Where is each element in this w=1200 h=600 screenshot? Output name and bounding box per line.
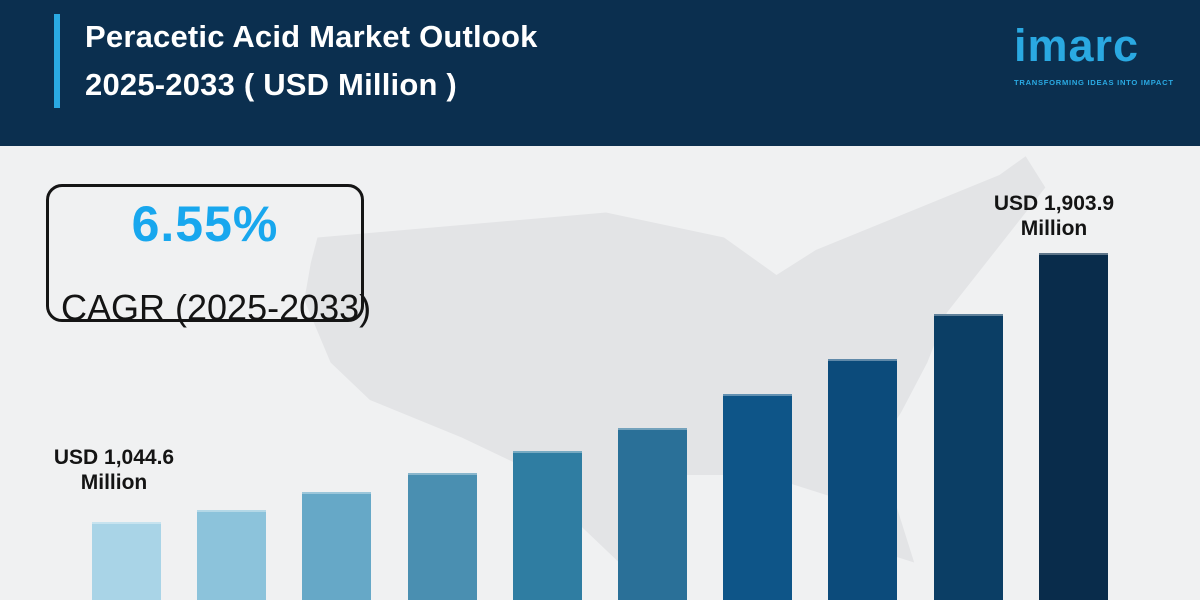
- bar-2029: [618, 428, 687, 600]
- cagr-callout-box: 6.55% CAGR (2025-2033): [46, 184, 371, 328]
- page-title-line2: 2025-2033 ( USD Million ): [85, 67, 457, 102]
- bar-2030: [723, 394, 793, 600]
- first-bar-value-line1: USD 1,044.6: [53, 446, 175, 469]
- bar-chart: [0, 146, 1200, 600]
- bar-2025: [197, 510, 267, 600]
- bar-2027: [407, 473, 477, 600]
- bar-2028: [512, 451, 582, 600]
- cagr-value: 6.55%: [131, 196, 279, 252]
- first-bar-value-line2: Million: [80, 471, 148, 494]
- bar-2031: [828, 359, 898, 600]
- title-accent-bar: [54, 14, 60, 108]
- bar-2026: [302, 492, 372, 600]
- cagr-label: CAGR (2025-2033): [61, 287, 372, 328]
- imarc-logo-text: imarc: [1014, 20, 1140, 71]
- imarc-logo: imarc TRANSFORMING IDEAS INTO IMPACT: [1014, 16, 1174, 87]
- bar-2033: [1038, 253, 1108, 600]
- last-bar-value-line1: USD 1,903.9: [993, 192, 1115, 215]
- page-title: Peracetic Acid Market Outlook 2025-2033 …: [85, 13, 538, 109]
- bar-2032: [933, 314, 1003, 600]
- first-bar-value-label: USD 1,044.6 Million: [28, 445, 200, 495]
- bar-2024: [92, 522, 161, 600]
- last-bar-value-label: USD 1,903.9 Million: [968, 191, 1140, 241]
- last-bar-value-line2: Million: [1020, 217, 1088, 240]
- page-title-line1: Peracetic Acid Market Outlook: [85, 19, 538, 54]
- imarc-logo-tagline: TRANSFORMING IDEAS INTO IMPACT: [1014, 78, 1174, 87]
- header: Peracetic Acid Market Outlook 2025-2033 …: [0, 0, 1200, 146]
